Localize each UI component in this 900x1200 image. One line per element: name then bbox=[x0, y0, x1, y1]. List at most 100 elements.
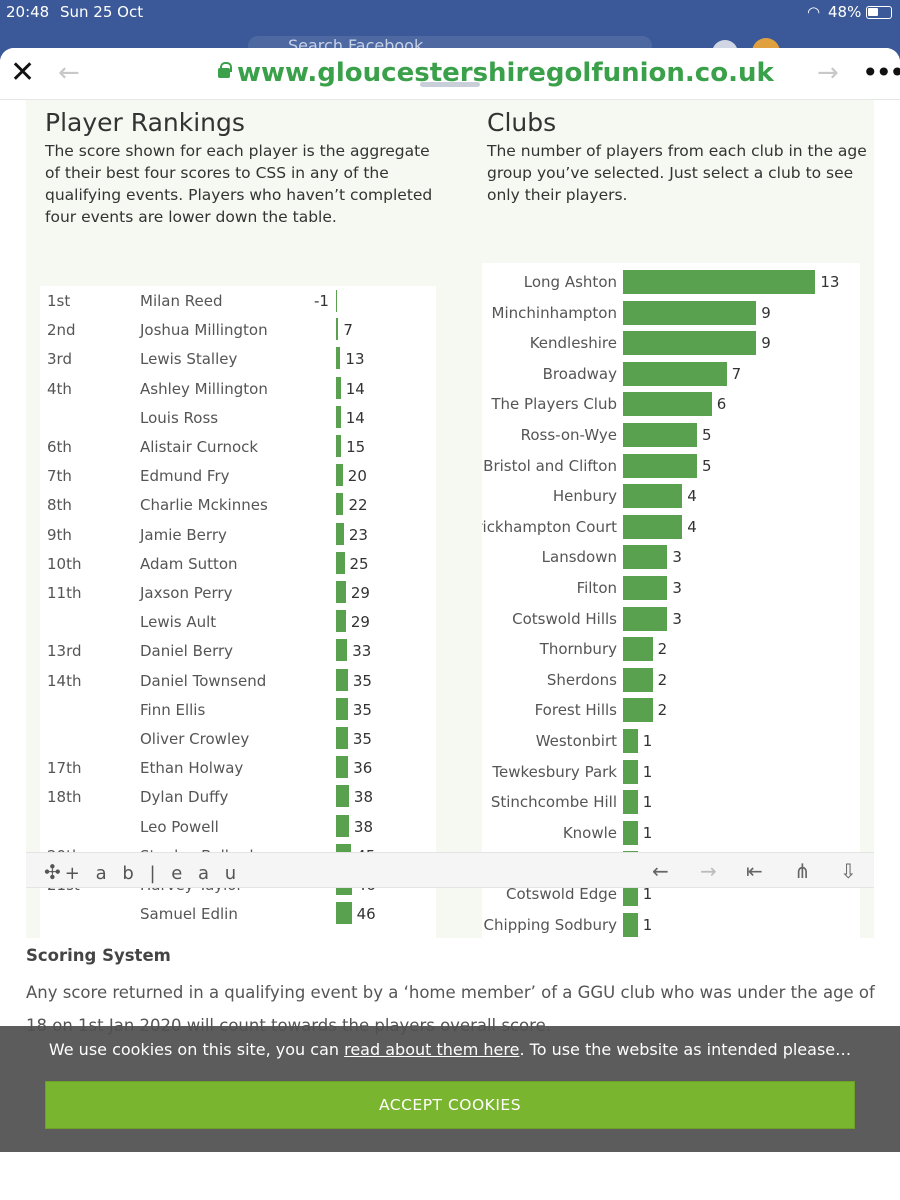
club-bar[interactable] bbox=[623, 576, 668, 600]
club-row[interactable]: Thornbury 2 bbox=[482, 634, 860, 665]
ranking-row[interactable]: 11th Jaxson Perry 29 bbox=[40, 578, 436, 607]
club-row[interactable]: Tewkesbury Park 1 bbox=[482, 757, 860, 788]
ranking-row[interactable]: Oliver Crowley 35 bbox=[40, 724, 436, 753]
club-bar[interactable] bbox=[623, 790, 638, 815]
ranking-row[interactable]: 6th Alistair Curnock 15 bbox=[40, 432, 436, 461]
club-bar[interactable] bbox=[623, 361, 727, 386]
revert-icon[interactable]: ⇤ bbox=[746, 859, 763, 883]
ranking-score: 25 bbox=[349, 554, 369, 573]
rankings-chart[interactable]: 1st Milan Reed -1 2nd Joshua Millington 7 3rd L… bbox=[40, 286, 436, 940]
ranking-row[interactable]: 2nd Joshua Millington 7 bbox=[40, 315, 436, 344]
club-row[interactable]: Ross-on-Wye 5 bbox=[482, 420, 860, 451]
ranking-bar[interactable] bbox=[336, 290, 337, 312]
ranking-row[interactable]: 1st Milan Reed -1 bbox=[40, 286, 436, 315]
close-icon[interactable]: ✕ bbox=[10, 55, 36, 90]
back-arrow-icon[interactable]: ← bbox=[58, 58, 80, 88]
ranking-row[interactable]: 3rd Lewis Stalley 13 bbox=[40, 344, 436, 373]
club-row[interactable]: Westonbirt 1 bbox=[482, 726, 860, 757]
club-bar[interactable] bbox=[623, 423, 697, 447]
sheet-grabber[interactable] bbox=[420, 82, 480, 87]
ranking-bar[interactable] bbox=[336, 668, 348, 691]
ranking-row[interactable]: 18th Dylan Duffy 38 bbox=[40, 782, 436, 811]
download-icon[interactable]: ⇩ bbox=[840, 859, 857, 883]
ranking-bar[interactable] bbox=[336, 464, 343, 487]
share-icon[interactable]: ⋔ bbox=[794, 859, 811, 883]
ranking-row[interactable]: 13rd Daniel Berry 33 bbox=[40, 636, 436, 665]
url-text[interactable]: www.gloucestershiregolfunion.co.uk bbox=[237, 58, 774, 88]
club-row[interactable]: Cotswold Hills 3 bbox=[482, 604, 860, 635]
ranking-row[interactable]: 4th Ashley Millington 14 bbox=[40, 374, 436, 403]
ranking-bar[interactable] bbox=[336, 697, 348, 720]
club-name: Stinchcombe Hill bbox=[490, 793, 617, 812]
club-bar[interactable] bbox=[623, 331, 757, 356]
club-row[interactable]: Stinchcombe Hill 1 bbox=[482, 787, 860, 818]
ranking-bar[interactable] bbox=[336, 435, 342, 457]
ranking-bar[interactable] bbox=[336, 376, 341, 399]
club-row[interactable]: Forest Hills 2 bbox=[482, 695, 860, 726]
ranking-bar[interactable] bbox=[336, 347, 341, 370]
club-bar[interactable] bbox=[623, 882, 638, 906]
ranking-row[interactable]: Finn Ellis 35 bbox=[40, 695, 436, 724]
club-row[interactable]: Bristol and Clifton 5 bbox=[482, 451, 860, 482]
club-row[interactable]: Long Ashton 13 bbox=[482, 267, 860, 298]
ranking-bar[interactable] bbox=[336, 610, 346, 633]
ranking-bar[interactable] bbox=[336, 405, 341, 428]
ranking-bar[interactable] bbox=[336, 902, 352, 925]
club-row[interactable]: Chipping Sodbury 1 bbox=[482, 910, 860, 940]
ranking-bar[interactable] bbox=[336, 318, 339, 341]
club-row[interactable]: Henbury 4 bbox=[482, 481, 860, 512]
ranking-bar[interactable] bbox=[336, 756, 349, 779]
club-row[interactable]: Cotswold Edge 1 bbox=[482, 879, 860, 910]
club-row[interactable]: Knowle 1 bbox=[482, 818, 860, 849]
ranking-row[interactable]: Samuel Edlin 46 bbox=[40, 899, 436, 928]
club-bar[interactable] bbox=[623, 820, 638, 845]
redo-icon[interactable]: → bbox=[700, 859, 717, 883]
ranking-row[interactable]: 8th Charlie Mckinnes 22 bbox=[40, 490, 436, 519]
cookie-link[interactable]: read about them here bbox=[344, 1040, 520, 1059]
ranking-bar[interactable] bbox=[336, 814, 349, 837]
undo-icon[interactable]: ← bbox=[652, 859, 669, 883]
ranking-bar[interactable] bbox=[336, 522, 344, 545]
club-bar[interactable] bbox=[623, 453, 697, 478]
ranking-bar[interactable] bbox=[336, 581, 346, 603]
club-bar[interactable] bbox=[623, 270, 816, 294]
club-row[interactable]: Kendleshire 9 bbox=[482, 328, 860, 359]
club-bar[interactable] bbox=[623, 637, 653, 662]
ranking-row[interactable]: Leo Powell 38 bbox=[40, 812, 436, 841]
club-bar[interactable] bbox=[623, 300, 757, 325]
ranking-row[interactable]: 7th Edmund Fry 20 bbox=[40, 461, 436, 490]
ranking-row[interactable]: Louis Ross 14 bbox=[40, 403, 436, 432]
club-row[interactable]: Filton 3 bbox=[482, 573, 860, 604]
club-bar[interactable] bbox=[623, 759, 638, 784]
ranking-row[interactable]: 14th Daniel Townsend 35 bbox=[40, 666, 436, 695]
accept-cookies-button[interactable]: ACCEPT COOKIES bbox=[45, 1081, 855, 1129]
club-bar[interactable] bbox=[623, 667, 653, 692]
tableau-logo[interactable]: ✣ + a b | e a u bbox=[44, 860, 241, 884]
club-bar[interactable] bbox=[623, 392, 712, 417]
club-row[interactable]: Sherdons 2 bbox=[482, 665, 860, 696]
ranking-bar[interactable] bbox=[336, 639, 348, 662]
club-bar[interactable] bbox=[623, 606, 668, 631]
ranking-bar[interactable] bbox=[336, 493, 344, 516]
forward-arrow-icon[interactable]: → bbox=[817, 58, 839, 88]
club-row[interactable]: The Players Club 6 bbox=[482, 389, 860, 420]
ranking-bar[interactable] bbox=[336, 727, 348, 749]
ranking-bar[interactable] bbox=[336, 551, 345, 574]
ranking-row[interactable]: 10th Adam Sutton 25 bbox=[40, 549, 436, 578]
ranking-row[interactable]: 9th Jamie Berry 23 bbox=[40, 520, 436, 549]
ranking-row[interactable]: Lewis Ault 29 bbox=[40, 607, 436, 636]
club-bar[interactable] bbox=[623, 912, 638, 937]
ranking-row[interactable]: 17th Ethan Holway 36 bbox=[40, 753, 436, 782]
club-bar[interactable] bbox=[623, 514, 683, 539]
club-bar[interactable] bbox=[623, 545, 668, 570]
club-row[interactable]: Brickhampton Court 4 bbox=[482, 512, 860, 543]
clubs-chart[interactable]: Long Ashton 13 Minchinhampton 9 Kendleshire 9… bbox=[482, 263, 860, 940]
club-row[interactable]: Minchinhampton 9 bbox=[482, 298, 860, 329]
club-bar[interactable] bbox=[623, 698, 653, 723]
club-row[interactable]: Lansdown 3 bbox=[482, 542, 860, 573]
more-icon[interactable]: ••• bbox=[862, 56, 900, 89]
club-row[interactable]: Broadway 7 bbox=[482, 359, 860, 390]
club-bar[interactable] bbox=[623, 729, 638, 753]
club-bar[interactable] bbox=[623, 484, 683, 509]
ranking-bar[interactable] bbox=[336, 785, 349, 808]
